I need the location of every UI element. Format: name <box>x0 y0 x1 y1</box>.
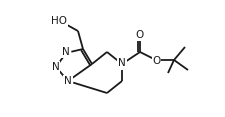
Text: N: N <box>52 62 59 72</box>
Text: HO: HO <box>51 16 67 26</box>
Text: N: N <box>62 48 70 57</box>
Text: O: O <box>152 55 161 66</box>
Text: O: O <box>136 30 144 40</box>
Text: N: N <box>64 76 72 86</box>
Text: N: N <box>118 58 126 68</box>
